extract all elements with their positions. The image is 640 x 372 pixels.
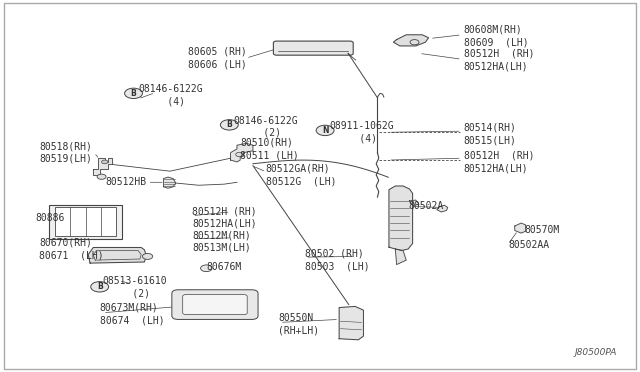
Text: B: B	[227, 121, 232, 129]
Text: 80550N
(RH+LH): 80550N (RH+LH)	[278, 313, 319, 335]
Text: N: N	[322, 126, 328, 135]
Polygon shape	[339, 307, 364, 340]
Text: 80512H (RH)
80512HA(LH): 80512H (RH) 80512HA(LH)	[192, 206, 257, 229]
Text: 80673M(RH)
80674  (LH): 80673M(RH) 80674 (LH)	[100, 303, 164, 325]
Text: 80512M(RH)
80513M(LH): 80512M(RH) 80513M(LH)	[192, 230, 251, 253]
Polygon shape	[88, 247, 147, 263]
Circle shape	[410, 39, 419, 45]
Text: 80518(RH)
80519(LH): 80518(RH) 80519(LH)	[39, 141, 92, 164]
Text: 08911-1062G
     (4): 08911-1062G (4)	[330, 121, 394, 144]
Text: 08146-6122G
     (4): 08146-6122G (4)	[138, 84, 203, 106]
Text: 80502A: 80502A	[408, 201, 444, 211]
Polygon shape	[389, 186, 413, 250]
Text: 08513-61610
     (2): 08513-61610 (2)	[103, 276, 168, 298]
Text: 80512GA(RH)
80512G  (LH): 80512GA(RH) 80512G (LH)	[266, 164, 336, 186]
Text: 80502 (RH)
80503  (LH): 80502 (RH) 80503 (LH)	[305, 249, 369, 271]
Text: 80512HB: 80512HB	[105, 177, 147, 187]
Circle shape	[97, 174, 106, 179]
Text: 80570M: 80570M	[524, 225, 559, 235]
Bar	[49, 205, 122, 238]
Text: J80500PA: J80500PA	[575, 348, 617, 357]
Polygon shape	[93, 158, 113, 175]
Circle shape	[316, 125, 334, 136]
Polygon shape	[394, 35, 429, 46]
Text: 80605 (RH)
80606 (LH): 80605 (RH) 80606 (LH)	[188, 47, 246, 69]
Text: 08146-6122G
     (2): 08146-6122G (2)	[234, 115, 298, 138]
Polygon shape	[437, 205, 448, 212]
Text: 80676M: 80676M	[206, 262, 241, 272]
FancyBboxPatch shape	[182, 295, 247, 315]
Text: 80512H  (RH)
80512HA(LH): 80512H (RH) 80512HA(LH)	[464, 49, 534, 71]
Text: B: B	[97, 282, 102, 291]
Polygon shape	[164, 177, 175, 188]
Polygon shape	[410, 200, 419, 205]
Text: 80512H  (RH)
80512HA(LH): 80512H (RH) 80512HA(LH)	[464, 151, 534, 173]
Circle shape	[91, 282, 109, 292]
Polygon shape	[515, 223, 525, 233]
Polygon shape	[396, 249, 406, 264]
Text: 80886: 80886	[36, 212, 65, 222]
Bar	[55, 208, 116, 235]
Circle shape	[143, 253, 153, 259]
Text: 80510(RH)
80511 (LH): 80510(RH) 80511 (LH)	[240, 138, 299, 160]
Circle shape	[200, 265, 212, 272]
Text: 80608M(RH)
80609  (LH): 80608M(RH) 80609 (LH)	[464, 25, 528, 47]
Circle shape	[125, 88, 143, 99]
Text: 80514(RH)
80515(LH): 80514(RH) 80515(LH)	[464, 123, 516, 145]
Circle shape	[236, 152, 243, 157]
Text: B: B	[131, 89, 136, 98]
Polygon shape	[230, 143, 253, 162]
FancyBboxPatch shape	[273, 41, 353, 55]
FancyBboxPatch shape	[172, 290, 258, 320]
Text: 80670(RH)
80671  (LH): 80670(RH) 80671 (LH)	[39, 238, 104, 260]
Text: 80502AA: 80502AA	[508, 240, 550, 250]
Circle shape	[220, 120, 238, 130]
Circle shape	[102, 160, 108, 164]
